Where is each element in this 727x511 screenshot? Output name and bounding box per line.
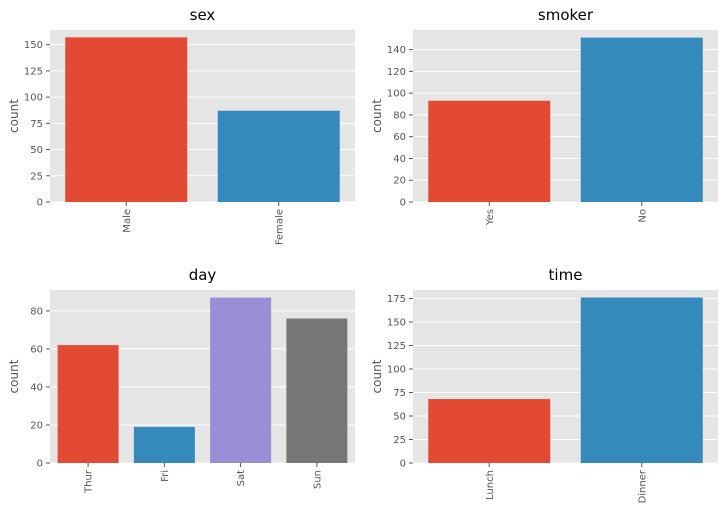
y-tick-label: 175 (387, 294, 406, 305)
y-tick-label: 0 (400, 198, 406, 209)
bar-Male (65, 37, 188, 203)
x-tick-label: Dinner (637, 469, 648, 503)
y-axis-label: count (7, 99, 21, 133)
x-tick-label: Female (274, 209, 285, 245)
y-tick-label: 0 (400, 459, 406, 470)
y-axis-label: count (7, 359, 21, 393)
y-tick-label: 40 (393, 154, 406, 165)
y-tick-label: 120 (387, 67, 406, 78)
bar-Sat (210, 297, 272, 463)
y-tick-label: 100 (24, 93, 43, 104)
y-tick-label: 75 (30, 119, 43, 130)
x-tick-label: Thur (84, 469, 95, 494)
x-tick-label: Male (122, 209, 133, 233)
chart-title: day (189, 266, 217, 284)
y-tick-label: 80 (393, 110, 406, 121)
y-tick-label: 60 (393, 132, 406, 143)
chart-smoker: 0 20 40 60 80 100 120 140 Yes No smoker count (370, 6, 718, 226)
y-tick-label: 60 (30, 344, 43, 355)
bar-Sun (286, 318, 348, 463)
chart-time: 0 25 50 75 100 125 150 175 Lunch Dinner time count (370, 266, 718, 503)
bar-Female (217, 110, 340, 202)
x-tick-label: Sat (236, 470, 247, 486)
x-tick-label: Yes (485, 209, 496, 226)
y-tick-label: 20 (30, 420, 43, 431)
y-tick-label: 0 (37, 198, 43, 209)
x-tick-label: No (637, 209, 648, 223)
y-tick-label: 25 (30, 171, 43, 182)
y-tick-label: 140 (387, 45, 406, 56)
y-tick-label: 100 (387, 89, 406, 100)
bar-No (580, 37, 703, 202)
y-tick-label: 150 (387, 317, 406, 328)
chart-title: sex (190, 6, 216, 24)
y-axis-label: count (370, 99, 384, 133)
bar-Dinner (580, 297, 703, 463)
y-tick-label: 75 (393, 388, 406, 399)
x-tick-label: Lunch (485, 470, 496, 500)
bar-Fri (133, 426, 195, 463)
y-tick-label: 125 (387, 341, 406, 352)
y-axis-label: count (370, 359, 384, 393)
y-tick-label: 125 (24, 66, 43, 77)
chart-day: 0 20 40 60 80 Thur Fri Sat Sun day count (7, 266, 355, 494)
bar-Yes (428, 100, 551, 202)
chart-sex: 0 25 50 75 100 125 150 Male Female sex count (7, 6, 355, 245)
y-tick-label: 50 (30, 145, 43, 156)
y-tick-label: 0 (37, 459, 43, 470)
bar-Thur (57, 345, 119, 463)
y-tick-label: 50 (393, 411, 406, 422)
chart-title: time (549, 266, 583, 284)
x-tick-label: Sun (312, 470, 323, 489)
y-tick-label: 40 (30, 382, 43, 393)
y-tick-label: 25 (393, 435, 406, 446)
y-tick-label: 80 (30, 306, 43, 317)
y-tick-label: 20 (393, 176, 406, 187)
y-tick-label: 150 (24, 40, 43, 51)
x-tick-label: Fri (160, 470, 171, 482)
bar-Lunch (428, 399, 551, 463)
y-tick-label: 100 (387, 364, 406, 375)
chart-title: smoker (538, 6, 594, 24)
